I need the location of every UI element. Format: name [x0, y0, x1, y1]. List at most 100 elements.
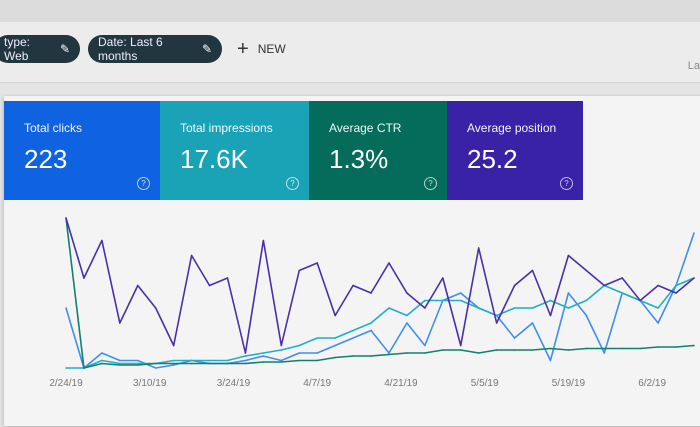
- series-line-impressions: [66, 277, 695, 369]
- data-point-impressions: [316, 337, 319, 339]
- data-point-clicks: [370, 329, 372, 332]
- metric-label: Average CTR: [329, 121, 402, 135]
- data-point-clicks: [136, 359, 139, 362]
- data-point-ctr: [603, 347, 606, 350]
- x-tick-label: 4/21/19: [384, 378, 418, 389]
- data-point-impressions: [442, 299, 444, 302]
- data-point-impressions: [388, 307, 390, 309]
- metric-card-average-ctr[interactable]: Average CTR 1.3% ?: [309, 101, 447, 200]
- help-icon[interactable]: ?: [286, 177, 299, 190]
- data-point-impressions: [208, 359, 211, 362]
- metric-card-average-position[interactable]: Average position 25.2 ?: [447, 101, 583, 200]
- data-point-impressions: [477, 307, 480, 309]
- data-point-position: [83, 277, 85, 279]
- data-point-impressions: [531, 307, 534, 309]
- data-point-position: [208, 284, 211, 287]
- pencil-icon: ✎: [59, 42, 70, 56]
- metric-label: Average position: [467, 121, 557, 135]
- x-tick-label: 4/7/19: [303, 378, 331, 389]
- filter-bar: type: Web ✎ Date: Last 6 months ✎ + NEW …: [0, 22, 700, 83]
- data-point-position: [531, 269, 534, 272]
- data-point-ctr: [621, 347, 624, 350]
- data-point-clicks: [424, 344, 426, 347]
- data-point-clicks: [657, 322, 659, 324]
- performance-chart: 2/24/19 3/10/19 3/24/19 4/7/19 4/21/19 5/5/19…: [49, 217, 695, 389]
- data-point-position: [65, 217, 67, 219]
- data-point-impressions: [406, 314, 408, 317]
- data-point-clicks: [262, 355, 265, 357]
- data-point-ctr: [262, 361, 265, 363]
- data-point-position: [101, 239, 103, 242]
- data-point-ctr: [280, 361, 283, 363]
- metric-card-total-clicks[interactable]: Total clicks 223 ?: [4, 101, 160, 200]
- data-point-clicks: [513, 337, 516, 339]
- data-point-impressions: [657, 307, 659, 309]
- data-point-position: [280, 344, 283, 347]
- data-point-ctr: [352, 355, 354, 357]
- data-point-position: [334, 314, 336, 317]
- data-point-impressions: [675, 284, 677, 287]
- data-point-ctr: [406, 352, 408, 354]
- data-point-impressions: [621, 292, 624, 294]
- data-point-clicks: [298, 352, 301, 354]
- data-point-ctr: [244, 362, 247, 365]
- series-line-position: [65, 217, 695, 354]
- data-point-ctr: [693, 344, 695, 347]
- data-point-impressions: [352, 329, 354, 332]
- data-point-clicks: [603, 352, 606, 354]
- data-point-impressions: [280, 349, 283, 351]
- data-point-impressions: [119, 362, 121, 365]
- help-icon[interactable]: ?: [137, 177, 150, 190]
- chip-label: type: Web: [4, 35, 31, 63]
- data-point-clicks: [119, 359, 121, 362]
- metric-value: 1.3%: [329, 144, 389, 174]
- metric-label: Total impressions: [180, 121, 273, 135]
- metric-value: 25.2: [467, 144, 518, 174]
- data-point-ctr: [495, 349, 498, 351]
- data-point-position: [352, 284, 354, 287]
- data-point-position: [621, 277, 624, 279]
- data-point-ctr: [154, 362, 157, 365]
- data-point-clicks: [334, 344, 336, 347]
- new-label: NEW: [257, 42, 286, 56]
- data-point-ctr: [657, 346, 659, 348]
- data-point-position: [406, 292, 408, 294]
- data-point-ctr: [83, 367, 85, 369]
- data-point-ctr: [459, 349, 462, 351]
- x-tick-label: 5/19/19: [552, 378, 586, 389]
- data-point-impressions: [370, 322, 372, 324]
- data-point-ctr: [190, 362, 193, 365]
- data-point-position: [424, 307, 426, 309]
- data-point-clicks: [172, 364, 175, 366]
- data-point-impressions: [298, 344, 301, 347]
- data-point-ctr: [334, 356, 336, 359]
- data-point-ctr: [585, 347, 588, 350]
- date-chip[interactable]: Date: Last 6 months ✎: [88, 35, 222, 63]
- data-point-ctr: [513, 349, 516, 351]
- data-point-position: [244, 352, 247, 354]
- data-point-ctr: [316, 359, 319, 362]
- help-icon[interactable]: ?: [560, 177, 573, 190]
- plus-icon: +: [237, 38, 249, 60]
- data-point-position: [495, 322, 498, 324]
- data-point-position: [136, 284, 139, 287]
- data-point-ctr: [531, 349, 534, 351]
- data-point-position: [675, 292, 677, 294]
- help-icon[interactable]: ?: [424, 177, 437, 190]
- data-point-clicks: [244, 359, 247, 362]
- data-point-position: [442, 277, 444, 279]
- data-point-impressions: [190, 359, 193, 362]
- data-point-position: [639, 299, 641, 302]
- search-type-chip[interactable]: type: Web ✎: [0, 35, 80, 63]
- metric-card-total-impressions[interactable]: Total impressions 17.6K ?: [160, 101, 309, 200]
- data-point-position: [316, 262, 319, 264]
- data-point-clicks: [352, 337, 354, 339]
- data-point-position: [154, 307, 157, 309]
- data-point-impressions: [567, 307, 570, 309]
- metric-value: 17.6K: [180, 144, 248, 174]
- data-point-impressions: [262, 352, 265, 354]
- data-point-ctr: [639, 347, 641, 350]
- data-point-position: [477, 247, 480, 249]
- data-point-impressions: [136, 362, 139, 365]
- new-filter-button[interactable]: + NEW: [237, 38, 286, 60]
